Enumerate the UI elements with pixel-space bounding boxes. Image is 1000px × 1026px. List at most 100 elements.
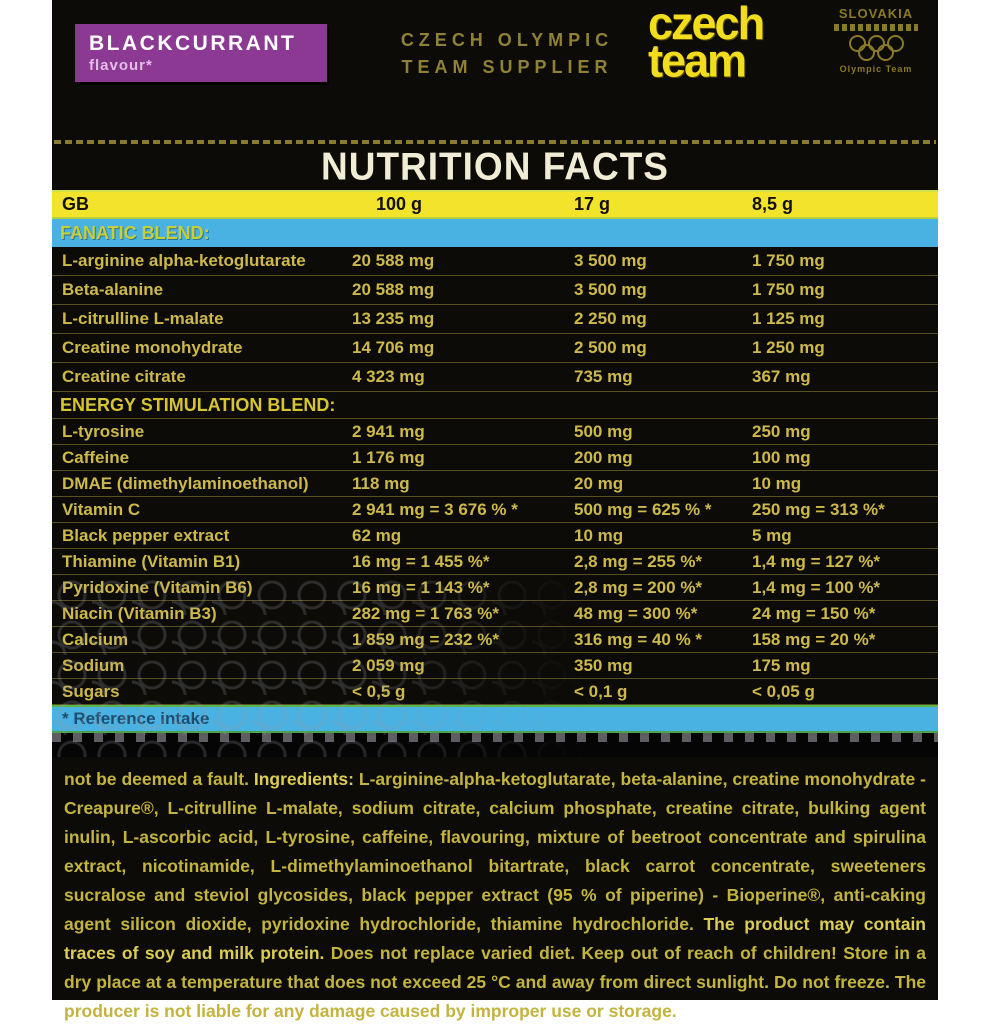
cell-name: Caffeine [62,447,130,467]
cell-100g: 1 176 mg [352,447,425,467]
info-paragraph: not be deemed a fault. Ingredients: L-ar… [52,757,938,1026]
cell-17g: 10 mg [574,525,624,545]
olympic-rings-top-row [848,35,905,52]
cell-17g: 2 250 mg [574,309,647,328]
table-row: L-tyrosine 2 941 mg 500 mg 250 mg [52,419,938,445]
cell-name: Sodium [62,655,125,675]
cell-100g: 1 859 mg = 232 %* [352,629,499,649]
cell-8-5g: 24 mg = 150 %* [752,603,876,623]
table-row: Pyridoxine (Vitamin B6) 16 mg = 1 143 %* 2… [52,575,938,601]
cell-100g: 13 235 mg [352,309,435,328]
table-row: L-citrulline L-malate 13 235 mg 2 250 mg 1 … [52,305,938,334]
flavor-subtitle: flavour* [89,57,153,74]
noc-country-label: SLOVAKIA [838,6,914,21]
cell-name: Vitamin C [62,499,141,519]
table-row: DMAE (dimethylaminoethanol) 118 mg 20 mg 10… [52,471,938,497]
cell-100g: 20 588 mg [352,280,435,299]
cell-8-5g: 367 mg [752,367,811,386]
table-row: Creatine monohydrate 14 706 mg 2 500 mg 1 2… [52,334,938,363]
cell-8-5g: 250 mg = 313 %* [752,499,885,519]
cell-17g: 2,8 mg = 200 %* [574,577,703,597]
noc-caption: Olympic Team [839,64,913,74]
cell-17g: 2,8 mg = 255 %* [574,551,703,571]
cell-17g: 48 mg = 300 %* [574,603,698,623]
cell-name: DMAE (dimethylaminoethanol) [62,473,309,493]
cell-100g: 62 mg [352,525,402,545]
cell-17g: 350 mg [574,655,633,675]
cell-8-5g: < 0,05 g [752,681,815,701]
cell-name: L-arginine alpha-ketoglutarate [62,251,306,270]
czech-team-logo: czech team [648,0,765,87]
table-row: L-arginine alpha-ketoglutarate 20 588 mg 3… [52,247,938,276]
cell-100g: 2 059 mg [352,655,425,675]
cell-17g: 3 500 mg [574,251,647,270]
flavor-badge: BLACKCURRANT flavour* [75,24,327,82]
cell-100g: 282 mg = 1 763 %* [352,603,499,623]
cell-100g: 4 323 mg [352,367,425,386]
olympic-supplier-text: CZECH OLYMPIC TEAM SUPPLIER [382,27,632,81]
section-header: FANATIC BLEND: [52,219,938,247]
cell-name: L-tyrosine [62,421,145,441]
ring-icon [867,35,885,52]
cell-name: Thiamine (Vitamin B1) [62,551,241,571]
nutrition-facts-title: NUTRITION FACTS [321,144,669,188]
supplier-line-1: CZECH OLYMPIC [400,30,614,50]
cell-17g: 3 500 mg [574,280,647,299]
cell-name: L-citrulline L-malate [62,309,224,328]
column-header-8-5g: 8,5 g [752,194,794,214]
table-row: Niacin (Vitamin B3) 282 mg = 1 763 %* 48 m… [52,601,938,627]
dashed-separator [54,140,936,144]
cell-8-5g: 158 mg = 20 %* [752,629,876,649]
ring-icon [858,44,875,61]
column-header-region: GB [62,194,89,214]
table-row: Calcium 1 859 mg = 232 %* 316 mg = 40 % * 1… [52,627,938,653]
info-text-bold: The product may contain traces of soy an… [64,914,926,963]
section-header: ENERGY STIMULATION BLEND: [52,392,938,419]
table-row: Sodium 2 059 mg 350 mg 175 mg [52,653,938,679]
table-row: Creatine citrate 4 323 mg 735 mg 367 mg [52,363,938,392]
cell-100g: 2 941 mg = 3 676 % * [352,499,518,519]
table-row: Thiamine (Vitamin B1) 16 mg = 1 455 %* 2,8… [52,549,938,575]
cell-name: Creatine citrate [62,367,186,386]
cell-8-5g: 250 mg [752,421,811,441]
cell-name: Creatine monohydrate [62,338,243,357]
table-row: Beta-alanine 20 588 mg 3 500 mg 1 750 mg [52,276,938,305]
cell-name: Sugars [62,681,120,701]
cell-8-5g: 1,4 mg = 100 %* [752,577,881,597]
cell-100g: 20 588 mg [352,251,435,270]
nutrition-table: FANATIC BLEND: L-arginine alpha-ketogluta… [52,219,938,705]
cell-17g: < 0,1 g [574,681,628,701]
reference-intake-bar: * Reference intake [52,705,938,733]
cell-17g: 2 500 mg [574,338,647,357]
cell-100g: < 0,5 g [352,681,406,701]
cell-17g: 20 mg [574,473,624,493]
cell-100g: 16 mg = 1 143 %* [352,577,490,597]
product-label: BLACKCURRANT flavour* CZECH OLYMPIC TEAM… [52,0,938,1021]
table-row: Caffeine 1 176 mg 200 mg 100 mg [52,445,938,471]
table-row: Sugars < 0,5 g < 0,1 g < 0,05 g [52,679,938,705]
table-row: Black pepper extract 62 mg 10 mg 5 mg [52,523,938,549]
cell-17g: 200 mg [574,447,633,467]
column-header-bar: GB 100 g 17 g 8,5 g [52,190,938,219]
info-text: L-arginine-alpha-ketoglutarate, beta-ala… [64,769,926,934]
ring-icon [877,44,894,61]
ring-icon [848,35,866,52]
perforation-strip [52,733,938,757]
label-header: BLACKCURRANT flavour* CZECH OLYMPIC TEAM… [52,0,938,140]
info-text: not be deemed a fault. [64,769,254,789]
cell-8-5g: 1 750 mg [752,251,825,270]
column-header-100g: 100 g [376,194,423,214]
cell-name: Pyridoxine (Vitamin B6) [62,577,253,597]
cell-8-5g: 1 750 mg [752,280,825,299]
supplier-line-2: TEAM SUPPLIER [401,57,613,77]
cell-8-5g: 175 mg [752,655,811,675]
cell-100g: 14 706 mg [352,338,435,357]
cell-17g: 316 mg = 40 % * [574,629,703,649]
czech-team-logo-line-2: team [648,33,747,87]
cell-100g: 16 mg = 1 455 %* [352,551,490,571]
cell-17g: 735 mg [574,367,633,386]
cell-8-5g: 10 mg [752,473,802,493]
slovakia-olympic-logo: SLOVAKIA Olympic Team [824,6,928,74]
cell-8-5g: 5 mg [752,525,792,545]
cell-17g: 500 mg [574,421,633,441]
